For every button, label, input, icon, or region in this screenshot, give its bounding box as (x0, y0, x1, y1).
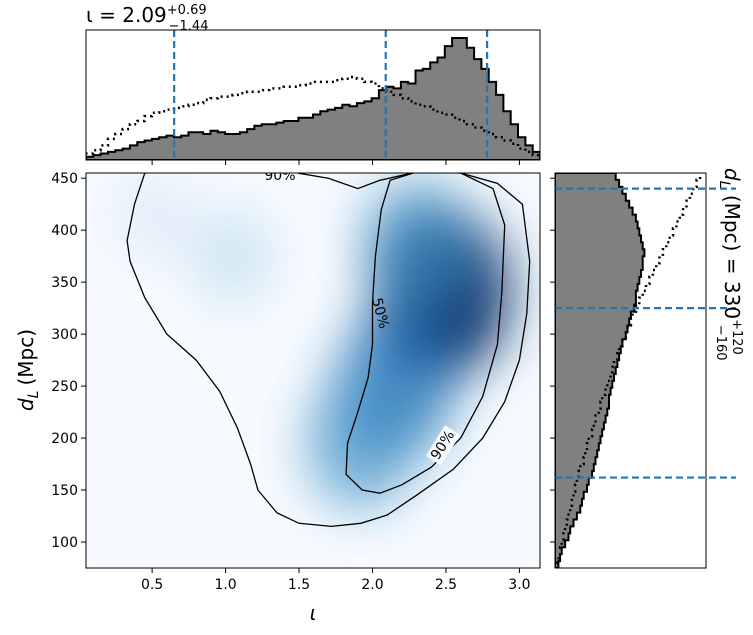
ylabel-unit: (Mpc) (14, 329, 38, 386)
contour-50-line (345, 173, 506, 494)
joint-y-tick-label-0: 100 (51, 535, 78, 551)
marginal-y-filled-histogram (555, 173, 646, 568)
contour-90-line (126, 173, 531, 528)
marginal-x-panel: ι = 2.09+0.69 −1.44 (85, 3, 541, 165)
joint-x-tick-label-0: 0.5 (141, 577, 163, 593)
joint-y-tick-label-1: 150 (51, 483, 78, 499)
density-blob-3 (306, 376, 416, 511)
contour-90-label-top: 90% (264, 168, 295, 184)
contour-90-label-top-background (261, 173, 298, 186)
marginal-y-panel: dL (Mpc) = 330+120−160 (550, 168, 744, 569)
marginal-x-title: ι = 2.09+0.69 −1.44 (86, 3, 208, 34)
joint-y-axis-label: dL (Mpc) (14, 329, 42, 411)
joint-x-axis-label: ι (310, 601, 317, 625)
ylabel-d: d (14, 398, 38, 411)
joint-panel: 90% 50% 90% 0.5 1.0 1.5 2.0 2.5 3.0 100150200… (14, 168, 541, 625)
contour-90-label-background (425, 425, 461, 466)
marginal-x-title-sup: +0.69 (167, 3, 207, 18)
marginal-y-quantile-lines (555, 187, 736, 479)
ytitle-L: L (716, 181, 732, 189)
joint-x-tick-label-2: 1.5 (288, 577, 310, 593)
marginal-x-filled-histogram (86, 37, 540, 160)
joint-y-tick-label-3: 250 (51, 379, 78, 395)
joint-y-ticks: 100 150 200 250 300 350 400 450 (51, 171, 86, 551)
marginal-x-title-sub: −1.44 (169, 19, 209, 34)
ytitle-sub: −160 (713, 325, 728, 361)
marginal-x-title-main: ι = 2.09 (86, 3, 167, 27)
ytitle-d: d (720, 168, 744, 181)
joint-x-ticks: 0.5 1.0 1.5 2.0 2.5 3.0 (141, 568, 531, 593)
joint-x-tick-label-1: 1.0 (214, 577, 236, 593)
joint-x-tick-label-5: 3.0 (508, 577, 530, 593)
marginal-x-frame (85, 29, 541, 161)
joint-y-tick-label-4: 300 (51, 327, 78, 343)
marginal-y-title: dL (Mpc) = 330+120−160 (713, 168, 744, 361)
joint-y-tick-label-2: 200 (51, 431, 78, 447)
ytitle-sup: +120 (729, 319, 744, 355)
joint-frame (85, 172, 541, 569)
contour-50-label: 50% (368, 296, 392, 330)
density-blob-1 (362, 178, 472, 313)
ylabel-L: L (26, 391, 42, 399)
marginal-y-ticks (550, 177, 555, 543)
marginal-y-frame (554, 172, 707, 569)
marginal-x-ticks (151, 160, 520, 165)
marginal-y-dotted-histogram (555, 173, 702, 568)
ytitle-rest: (Mpc) = 330 (720, 189, 744, 320)
joint-x-tick-label-4: 2.5 (435, 577, 457, 593)
joint-y-tick-label-7: 450 (51, 171, 78, 187)
joint-y-tick-label-5: 350 (51, 275, 78, 291)
density-blob-4 (191, 205, 275, 307)
joint-x-tick-label-3: 2.0 (361, 577, 383, 593)
density-blob-5 (111, 173, 193, 263)
joint-y-tick-label-6: 400 (51, 223, 78, 239)
joint-density (111, 173, 510, 511)
